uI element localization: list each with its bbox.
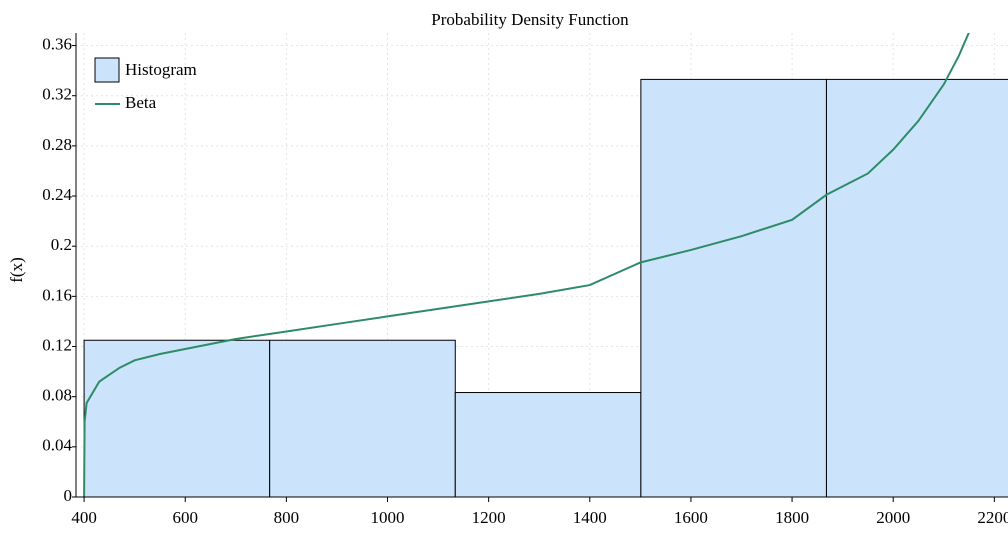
y-tick-label: 0.16 — [42, 285, 72, 304]
x-tick-label: 1200 — [472, 508, 506, 527]
y-tick-label: 0.2 — [51, 235, 72, 254]
bars — [83, 78, 1008, 497]
y-tick-label: 0.24 — [42, 185, 72, 204]
x-tick-label: 600 — [172, 508, 198, 527]
y-axis-label: f(x) — [7, 257, 26, 282]
bar — [454, 392, 642, 497]
y-tick-label: 0.12 — [42, 335, 72, 354]
x-tick-label: 1800 — [775, 508, 809, 527]
y-tick-label: 0.28 — [42, 135, 72, 154]
x-tick-label: 800 — [274, 508, 300, 527]
legend: Histogram Beta — [94, 57, 197, 112]
chart-title: Probability Density Function — [431, 10, 629, 29]
legend-label: Beta — [125, 93, 157, 112]
curves — [83, 33, 970, 497]
bar — [83, 339, 271, 497]
x-tick-label: 1400 — [573, 508, 607, 527]
x-tick-label: 400 — [71, 508, 97, 527]
y-tick-label: 0.04 — [42, 436, 72, 455]
legend-swatch — [94, 57, 120, 83]
x-tick-label: 2000 — [876, 508, 910, 527]
y-tick-label: 0 — [64, 486, 73, 505]
axes: 0 0.04 0.08 0.12 0.16 0.2 0.24 0.28 0.32 0.36 400 6… — [42, 33, 1008, 527]
bar — [640, 78, 827, 497]
y-tick-label: 0.36 — [42, 34, 72, 53]
beta-curve — [83, 33, 970, 497]
x-tick-label: 2200 — [977, 508, 1008, 527]
legend-label: Histogram — [125, 60, 197, 79]
y-tick-label: 0.32 — [42, 85, 72, 104]
x-tick-label: 1600 — [674, 508, 708, 527]
bar — [825, 78, 1008, 497]
bar — [269, 339, 456, 497]
x-tick-label: 1000 — [371, 508, 405, 527]
y-tick-label: 0.08 — [42, 386, 72, 405]
